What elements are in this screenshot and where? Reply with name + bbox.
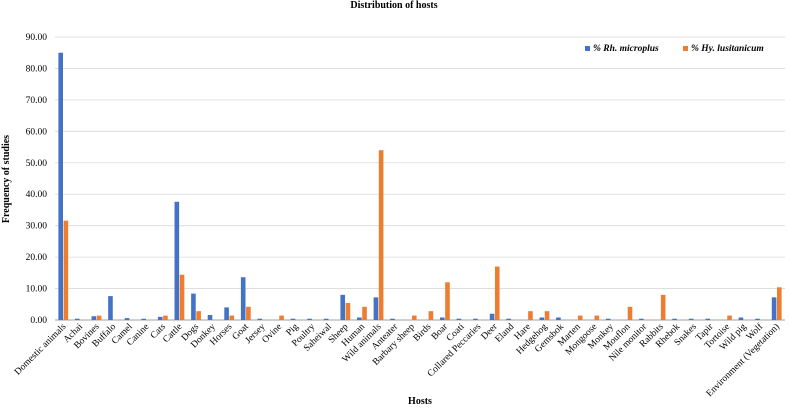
bar-rh-microplus [191,293,196,320]
bar-hy-lusitanicum [196,311,201,320]
bar-rh-microplus [323,318,329,320]
bar-hy-lusitanicum [428,311,434,320]
bar-hy-lusitanicum [594,315,600,320]
y-tick-labels: 0.00 10.00 20.00 30.00 40.00 50.00 60.00 70.00 8… [26,33,48,326]
x-category-labels: Domestic animalsAchaiBovinesBuffaloCamel… [13,321,782,399]
bar-rh-microplus [556,317,561,320]
bar-hy-lusitanicum [345,303,351,320]
bar-rh-microplus [357,317,362,320]
y-tick-label: 90.00 [26,33,48,43]
bar-rh-microplus [174,201,180,320]
bar-rh-microplus [738,317,744,320]
bar-hy-lusitanicum [577,315,583,320]
bar-rh-microplus [58,52,63,320]
bar-hy-lusitanicum [777,287,782,320]
bar-rh-microplus [91,316,97,320]
x-category-label: Ovine [261,322,284,345]
y-tick-label: 50.00 [26,159,48,169]
bar-hy-lusitanicum [362,306,367,320]
bar-hy-lusitanicum [163,315,168,320]
bar-rh-microplus [340,294,346,320]
bar-rh-microplus [373,297,379,320]
bar-rh-microplus [688,318,694,320]
y-tick-label: 40.00 [26,190,48,200]
legend-swatch [683,46,688,51]
y-tick-label: 30.00 [26,222,48,232]
chart-title: Distribution of hosts [350,0,437,11]
legend: % Rh. microplus % Hy. lusitanicum [585,44,764,54]
x-category-label: Domestic animals [13,322,69,378]
bar-hy-lusitanicum [660,294,666,320]
bar-hy-lusitanicum [727,315,732,320]
bar-rh-microplus [207,314,213,320]
bar-rh-microplus [639,318,644,320]
bar-rh-microplus [489,313,495,320]
legend-swatch [585,46,590,51]
y-tick-label: 70.00 [26,96,48,106]
y-axis-title: Frequency of studies [1,135,12,223]
bar-rh-microplus [74,318,80,320]
bar-hy-lusitanicum [412,315,417,320]
bar-rh-microplus [771,297,777,320]
bar-rh-microplus [240,277,246,320]
bars [58,52,782,320]
bar-rh-microplus [473,318,478,320]
bar-rh-microplus [605,318,611,320]
bar-hy-lusitanicum [179,274,185,320]
bar-rh-microplus [755,318,760,320]
bar-hy-lusitanicum [544,311,550,320]
bar-rh-microplus [108,296,113,320]
bar-rh-microplus [705,318,711,320]
y-tick-label: 10.00 [26,285,48,295]
bar-hy-lusitanicum [494,266,500,320]
bar-hy-lusitanicum [246,306,251,320]
bar-rh-microplus [141,318,146,320]
y-tick-label: 20.00 [26,253,48,263]
gridlines [55,36,785,321]
bar-rh-microplus [506,318,511,320]
bar-rh-microplus [224,307,229,320]
bar-rh-microplus [439,317,445,320]
y-tick-label: 60.00 [26,127,48,137]
bar-hy-lusitanicum [378,150,384,320]
bar-hy-lusitanicum [627,306,633,320]
bar-rh-microplus [290,318,296,320]
x-category-label: Birds [412,322,434,344]
y-tick-label: 0.00 [30,316,47,326]
bar-rh-microplus [672,318,677,320]
bar-rh-microplus [456,318,462,320]
bar-hy-lusitanicum [96,315,102,320]
bar-rh-microplus [124,318,130,320]
bar-rh-microplus [539,317,545,320]
x-axis-title: Hosts [408,396,432,407]
bar-hy-lusitanicum [445,282,450,320]
bar-rh-microplus [157,316,163,320]
bar-rh-microplus [257,318,263,320]
x-category-label: Cattle [161,322,184,345]
y-tick-label: 80.00 [26,64,48,74]
x-category-label: Eland [494,322,517,345]
bar-hy-lusitanicum [63,220,69,320]
bar-hy-lusitanicum [229,315,235,320]
legend-label: % Hy. lusitanicum [691,44,764,54]
bar-hy-lusitanicum [279,315,284,320]
bar-rh-microplus [307,318,312,320]
legend-label: % Rh. microplus [593,44,659,54]
bar-rh-microplus [390,318,395,320]
bar-hy-lusitanicum [528,311,533,320]
